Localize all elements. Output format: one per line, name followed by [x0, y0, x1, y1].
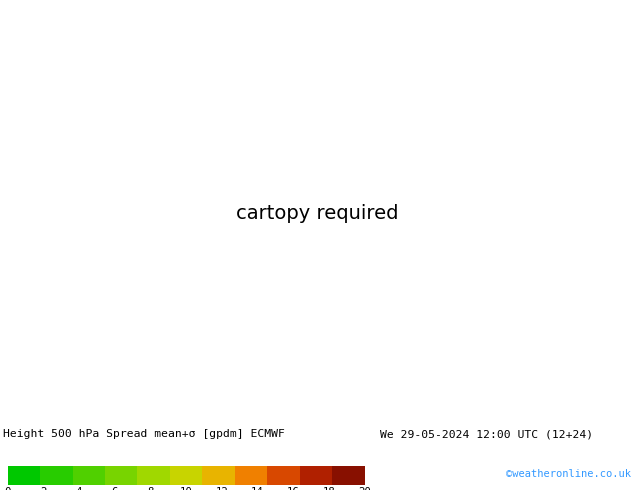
Bar: [105, 466, 138, 485]
Text: 8: 8: [147, 488, 153, 490]
Bar: [202, 466, 235, 485]
Text: 16: 16: [287, 488, 299, 490]
Bar: [300, 466, 332, 485]
Bar: [235, 466, 267, 485]
Text: 14: 14: [251, 488, 264, 490]
Text: 12: 12: [216, 488, 228, 490]
Text: 20: 20: [358, 488, 371, 490]
Text: 6: 6: [112, 488, 118, 490]
Text: 4: 4: [76, 488, 82, 490]
Text: 18: 18: [323, 488, 335, 490]
Bar: [72, 466, 105, 485]
Bar: [8, 466, 40, 485]
Text: 2: 2: [40, 488, 46, 490]
Text: Height 500 hPa Spread mean+σ [gpdm] ECMWF: Height 500 hPa Spread mean+σ [gpdm] ECMW…: [3, 429, 285, 439]
Text: We 29-05-2024 12:00 UTC (12+24): We 29-05-2024 12:00 UTC (12+24): [380, 429, 593, 439]
Bar: [40, 466, 72, 485]
Bar: [170, 466, 202, 485]
Text: ©weatheronline.co.uk: ©weatheronline.co.uk: [506, 469, 631, 479]
Bar: [267, 466, 300, 485]
Text: 10: 10: [179, 488, 193, 490]
Bar: [332, 466, 365, 485]
Text: cartopy required: cartopy required: [236, 204, 398, 223]
Bar: [138, 466, 170, 485]
Text: 0: 0: [4, 488, 11, 490]
